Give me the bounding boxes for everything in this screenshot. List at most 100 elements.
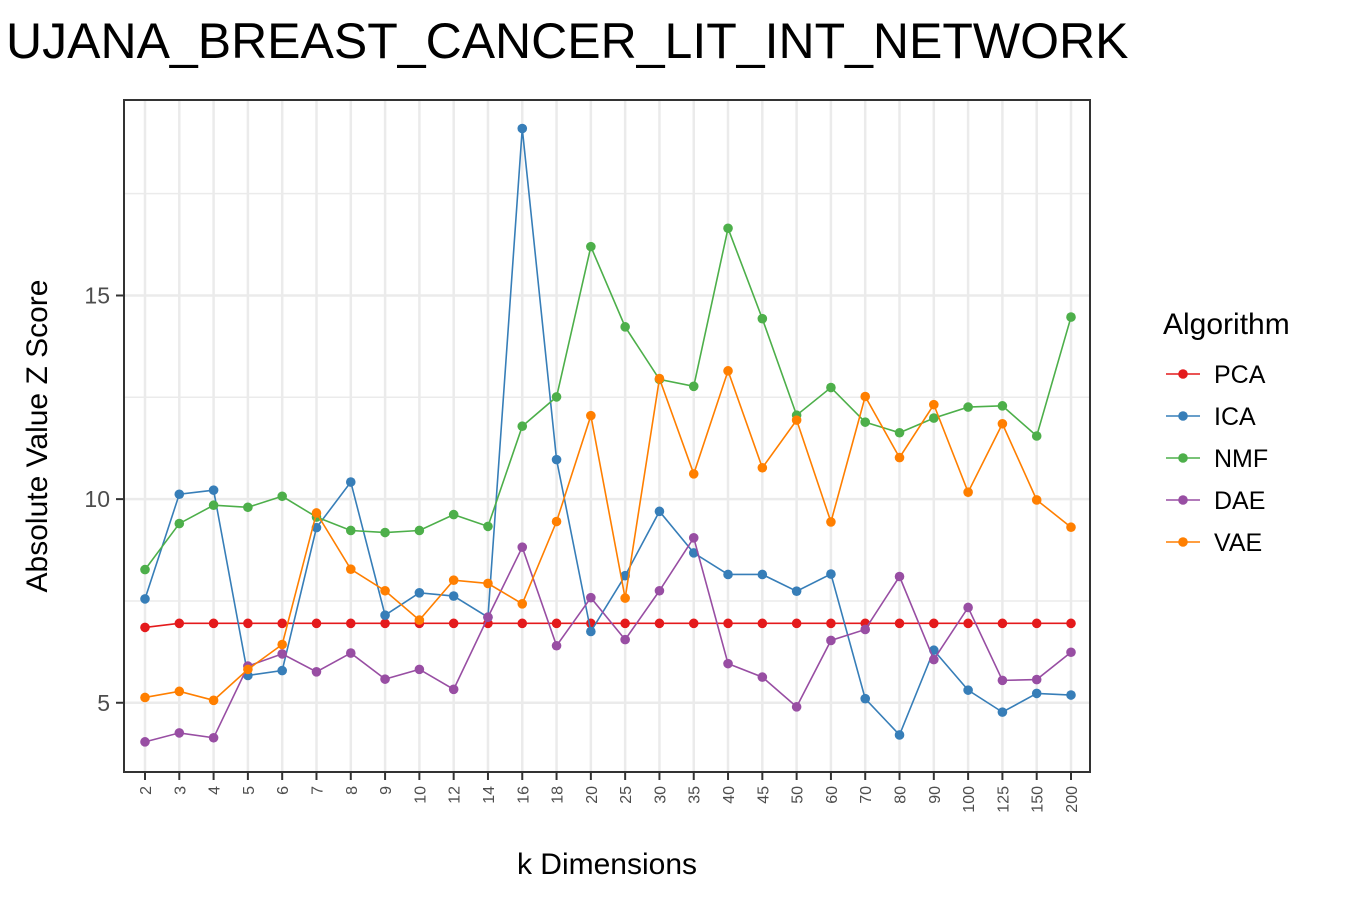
series-vae (140, 366, 1076, 706)
data-point (1066, 522, 1076, 533)
data-point (894, 730, 905, 740)
x-tick-label: 100 (961, 786, 978, 813)
legend-item-ica: ICA (1166, 403, 1256, 431)
data-point (208, 732, 219, 743)
plot-frame (123, 99, 1091, 773)
data-point (860, 693, 871, 704)
data-point (243, 664, 253, 675)
y-tick-label: 10 (84, 486, 110, 512)
series-line-vae (144, 368, 1072, 702)
data-point (723, 366, 733, 376)
x-tick-label: 90 (927, 786, 944, 804)
data-point (174, 618, 185, 629)
data-point (929, 654, 939, 665)
data-point (654, 373, 665, 384)
data-point (551, 454, 562, 465)
series-line-nmf (144, 225, 1072, 571)
series-line-pca (144, 622, 1071, 629)
data-point (826, 382, 836, 393)
data-point (277, 665, 287, 676)
x-tick-label: 150 (1030, 786, 1047, 813)
x-tick-label: 125 (995, 786, 1012, 813)
data-point (688, 533, 699, 543)
data-point (894, 427, 905, 438)
legend-item-nmf: NMF (1166, 445, 1268, 473)
data-point (208, 485, 219, 495)
data-point (586, 626, 596, 637)
data-point (414, 664, 425, 675)
legend-label: NMF (1214, 445, 1268, 473)
data-point (517, 618, 528, 629)
data-point (757, 618, 768, 629)
data-point (174, 518, 185, 529)
data-point (448, 684, 459, 695)
data-point (1066, 618, 1076, 629)
x-tick-label: 10 (412, 786, 429, 804)
data-point (586, 410, 596, 421)
data-point (517, 598, 528, 609)
data-point (826, 517, 836, 527)
data-point (929, 399, 939, 410)
chart-title: UJANA_BREAST_CANCER_LIT_INT_NETWORK (6, 13, 1129, 69)
x-tick-label: 40 (721, 786, 738, 804)
x-tick-label: 8 (344, 786, 361, 795)
data-point (208, 500, 219, 511)
x-tick-label: 30 (652, 786, 669, 804)
legend-title: Algorithm (1163, 308, 1290, 341)
data-point (620, 634, 630, 645)
data-point (517, 542, 528, 552)
data-point (380, 527, 390, 538)
legend-label: ICA (1214, 403, 1256, 431)
legend-key-point (1178, 411, 1188, 421)
x-tick-label: 35 (687, 786, 704, 804)
data-point (483, 521, 493, 532)
data-point (1031, 688, 1042, 699)
data-point (1031, 618, 1042, 629)
data-point (551, 618, 562, 629)
legend-key-point (1178, 453, 1188, 463)
data-point (414, 588, 425, 598)
y-tick-label: 5 (97, 690, 110, 716)
data-point (826, 635, 836, 646)
x-tick-label: 5 (241, 786, 258, 795)
x-tick-label: 4 (207, 786, 224, 795)
data-point (1031, 495, 1042, 505)
data-point (277, 491, 287, 502)
data-point (688, 618, 699, 629)
x-tick-label: 200 (1064, 786, 1081, 813)
legend: Algorithm PCA ICA NMF DAE VAE (1163, 308, 1290, 557)
x-tick-label: 16 (515, 786, 532, 804)
data-point (791, 618, 802, 629)
data-point (963, 402, 973, 412)
data-point (345, 525, 356, 536)
legend-label: PCA (1214, 361, 1266, 389)
legend-item-dae: DAE (1166, 487, 1265, 515)
x-tick-label: 12 (447, 786, 464, 804)
data-point (757, 313, 768, 324)
data-point (277, 639, 287, 650)
legend-item-pca: PCA (1166, 361, 1266, 389)
data-point (723, 569, 733, 580)
data-point (277, 618, 287, 629)
data-point (277, 649, 287, 659)
data-point (757, 672, 768, 682)
x-tick-label: 7 (309, 786, 326, 795)
data-point (208, 618, 219, 629)
data-point (860, 417, 871, 427)
x-tick-label: 3 (172, 786, 189, 795)
data-point (551, 516, 562, 527)
data-point (414, 615, 425, 625)
y-tick-label: 15 (84, 282, 110, 308)
data-point (688, 381, 699, 392)
data-point (551, 640, 562, 651)
x-tick-label: 70 (858, 786, 875, 804)
data-point (963, 685, 973, 695)
data-point (551, 392, 562, 402)
series-line-dae (144, 535, 1072, 743)
data-point (208, 695, 219, 706)
data-point (654, 618, 665, 629)
data-point (380, 610, 390, 620)
data-point (345, 477, 356, 487)
